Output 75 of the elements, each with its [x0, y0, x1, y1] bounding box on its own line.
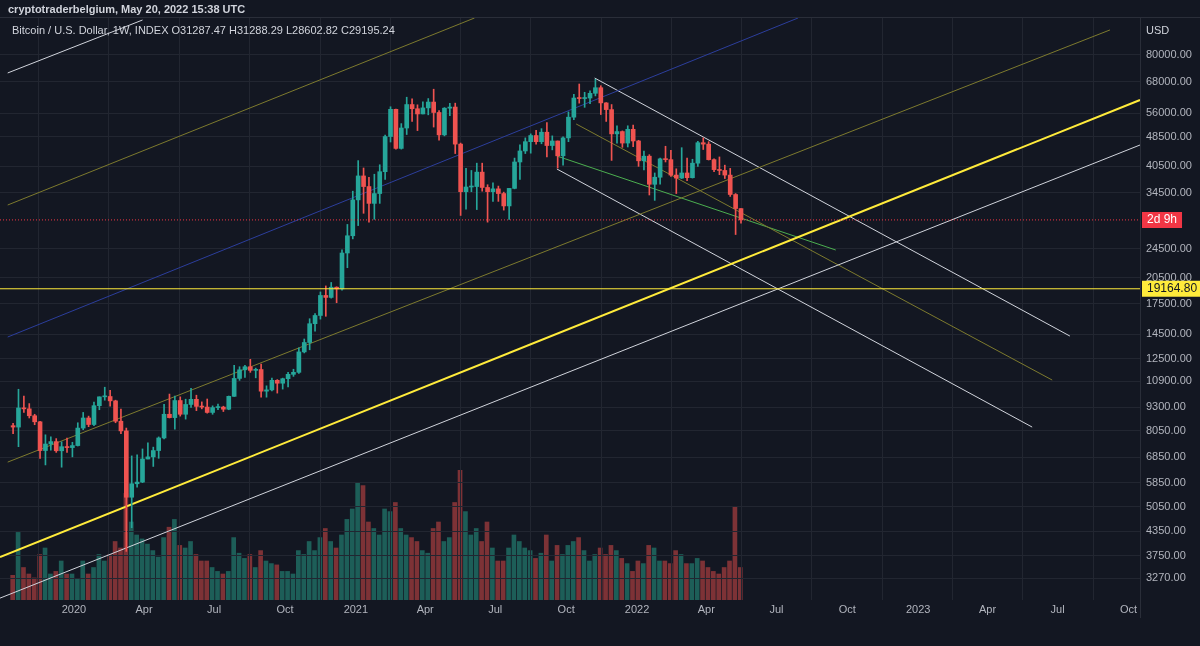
bar: [576, 537, 582, 600]
ref-line-label: 2d 9h: [1147, 212, 1178, 227]
x-tick-label: Apr: [135, 602, 153, 615]
bar: [393, 502, 399, 600]
bar: [614, 550, 620, 600]
y-tick-label: 48500.00: [1146, 129, 1192, 142]
y-tick-label: 34500.00: [1146, 185, 1192, 198]
bar: [619, 558, 625, 600]
bar: [544, 534, 549, 600]
y-tick-label: 68000.00: [1146, 74, 1192, 87]
bar: [323, 528, 329, 600]
x-tick-label: Jul: [769, 602, 784, 615]
bar: [10, 574, 16, 600]
bar: [253, 567, 258, 600]
ref-line-label: 19164.80: [1147, 281, 1198, 296]
bar: [700, 560, 706, 600]
bar: [64, 573, 70, 600]
bar: [398, 528, 404, 600]
chart-subtitle: cryptotraderbelgium, May 20, 2022 15:38 UTC: [8, 3, 246, 16]
y-tick-label: 40500.00: [1146, 159, 1192, 172]
y-tick-label: 10900.00: [1146, 374, 1192, 387]
x-tick-label: Apr: [978, 602, 997, 615]
y-tick-label: 17500.00: [1146, 296, 1192, 309]
y-tick-label: 3750.00: [1146, 548, 1186, 561]
candlestick: [700, 137, 706, 150]
x-tick-label: 2021: [343, 602, 369, 615]
x-tick-label: Oct: [1119, 602, 1138, 615]
bar: [490, 547, 496, 600]
bar: [549, 560, 555, 600]
bar: [328, 541, 334, 600]
y-tick-label: 20500.00: [1146, 270, 1192, 283]
bar: [53, 571, 59, 600]
x-tick-label: 2022: [624, 602, 650, 615]
y-tick-label: 56000.00: [1146, 106, 1192, 119]
x-tick-label: 2020: [61, 602, 87, 615]
x-tick-label: Jul: [488, 602, 503, 615]
bar: [684, 563, 690, 600]
y-tick-label: 5850.00: [1146, 475, 1186, 488]
y-tick-label: 4350.00: [1146, 524, 1186, 537]
x-tick-label: Oct: [838, 602, 856, 615]
text: Bitcoin / U.S. Dollar, 1W, INDEX O31287.47 H31288.29 L28602.82 C29195.24: [12, 24, 395, 37]
bar: [641, 563, 647, 600]
candlestick: [64, 437, 70, 453]
y-tick-label: 80000.00: [1146, 48, 1192, 61]
bar: [59, 560, 64, 600]
bar: [172, 519, 178, 600]
bar: [533, 558, 539, 600]
candlestick: [576, 83, 582, 104]
y-tick-label: 8050.00: [1146, 423, 1186, 436]
x-tick-label: Oct: [557, 602, 575, 615]
x-tick-label: Apr: [416, 602, 435, 615]
y-tick-label: 12500.00: [1146, 351, 1192, 364]
y-tick-label: 5050.00: [1146, 500, 1186, 513]
x-tick-label: 2023: [905, 602, 931, 615]
candlestick: [679, 147, 685, 179]
bar: [463, 511, 469, 600]
bar: [495, 560, 501, 600]
y-tick-label: 3270.00: [1146, 571, 1186, 584]
bar: [409, 537, 415, 600]
bar: [420, 550, 426, 600]
x-tick-label: Jul: [1050, 602, 1065, 615]
y-tick-label: 24500.00: [1146, 241, 1192, 254]
candlestick: [323, 285, 329, 317]
bar: [274, 564, 280, 600]
y-tick-label: 6850.00: [1146, 450, 1186, 463]
y-tick-label: 14500.00: [1146, 327, 1192, 340]
y-axis-title: USD: [1146, 24, 1170, 37]
y-tick-label: 9300.00: [1146, 400, 1186, 413]
x-tick-label: Jul: [207, 602, 222, 615]
bar: [258, 550, 264, 600]
x-tick-label: Oct: [276, 602, 294, 615]
candlestick: [253, 367, 259, 379]
bar: [646, 545, 652, 600]
x-tick-label: Apr: [697, 602, 716, 615]
bar: [21, 567, 27, 600]
